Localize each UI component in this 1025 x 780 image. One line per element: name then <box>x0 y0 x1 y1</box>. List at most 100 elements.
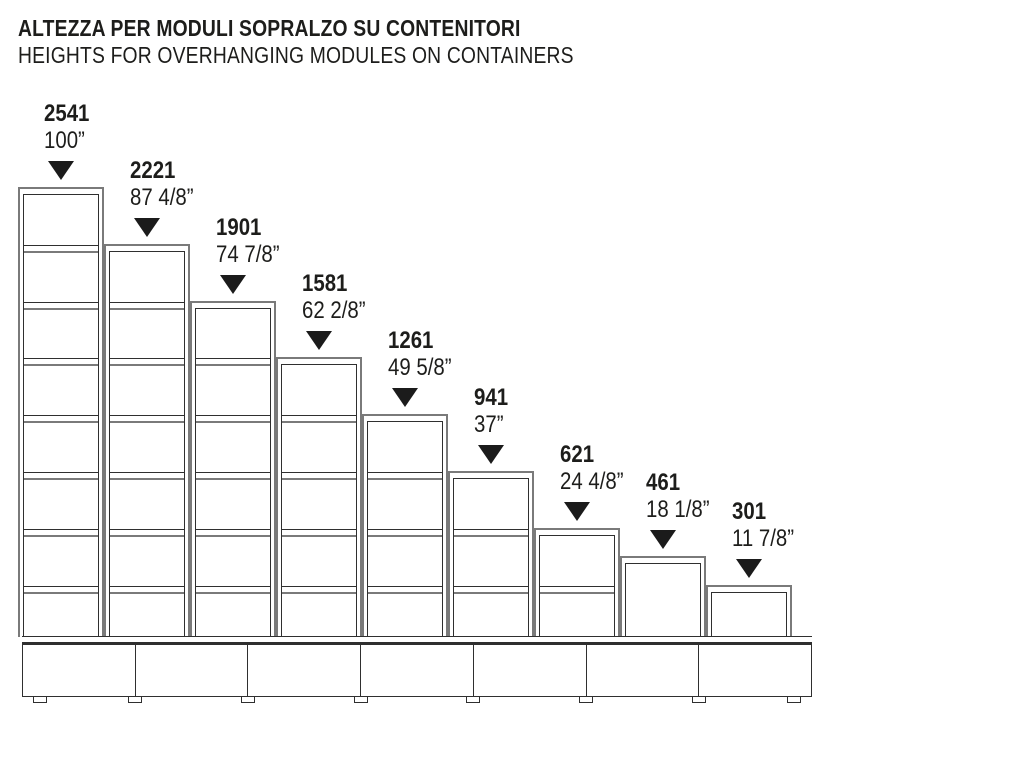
right-post-inner-line <box>356 364 357 637</box>
base-cabinet <box>587 645 700 696</box>
cabinet-foot <box>33 697 47 703</box>
height-label: 461 18 1/8” <box>646 469 721 523</box>
right-post-inner-line <box>442 421 443 637</box>
shelf-line <box>24 415 98 423</box>
cabinet-foot <box>787 697 801 703</box>
down-arrow-icon <box>478 445 504 464</box>
module-column <box>448 471 534 637</box>
base-cabinets-row <box>22 644 812 697</box>
left-post-inner-line <box>367 421 368 637</box>
top-panel-inner-line <box>711 592 787 593</box>
height-mm-value: 941 <box>474 384 509 411</box>
left-post-inner-line <box>539 535 540 637</box>
right-post-inner-line <box>270 308 271 637</box>
top-panel-inner-line <box>195 308 271 309</box>
module-column <box>620 556 706 637</box>
module-column <box>190 301 276 637</box>
shelf-line <box>454 529 528 537</box>
height-inches-value: 11 7/8” <box>732 525 794 552</box>
height-inches-value: 24 4/8” <box>560 468 624 495</box>
down-arrow-icon <box>306 331 332 350</box>
top-panel-inner-line <box>23 194 99 195</box>
shelf-line <box>24 358 98 366</box>
shelf-line <box>196 415 270 423</box>
shelf-line <box>196 358 270 366</box>
shelf-line <box>454 586 528 594</box>
base-cabinet <box>23 645 136 696</box>
top-panel-inner-line <box>281 364 357 365</box>
height-label: 621 24 4/8” <box>560 441 635 495</box>
shelf-line <box>282 472 356 480</box>
height-mm-value: 461 <box>646 469 681 496</box>
module-column <box>362 414 448 637</box>
height-mm-value: 1901 <box>216 214 262 241</box>
top-panel-inner-line <box>539 535 615 536</box>
height-label: 2541 100” <box>44 100 97 154</box>
down-arrow-icon <box>736 559 762 578</box>
height-mm-value: 1261 <box>388 327 434 354</box>
base-cabinet <box>474 645 587 696</box>
height-mm-value: 1581 <box>302 270 348 297</box>
base-cabinet <box>699 645 811 696</box>
base-cabinet <box>361 645 474 696</box>
down-arrow-icon <box>392 388 418 407</box>
module-column <box>276 357 362 637</box>
title-english: HEIGHTS FOR OVERHANGING MODULES ON CONTA… <box>18 42 574 68</box>
shelf-line <box>24 586 98 594</box>
base-cabinet <box>136 645 249 696</box>
module-column <box>104 244 190 637</box>
shelf-line <box>196 472 270 480</box>
shelf-line <box>24 245 98 253</box>
base-top-panel <box>22 636 812 644</box>
left-post-inner-line <box>625 563 626 637</box>
shelf-line <box>368 529 442 537</box>
height-label: 941 37” <box>474 384 514 438</box>
module-column <box>18 187 104 637</box>
shelf-line <box>110 415 184 423</box>
shelf-line <box>24 529 98 537</box>
shelf-line <box>24 472 98 480</box>
shelf-line <box>196 529 270 537</box>
down-arrow-icon <box>564 502 590 521</box>
height-label: 1901 74 7/8” <box>216 214 291 268</box>
cabinet-foot <box>241 697 255 703</box>
page-title: ALTEZZA PER MODULI SOPRALZO SU CONTENITO… <box>18 15 680 69</box>
top-panel-inner-line <box>625 563 701 564</box>
down-arrow-icon <box>650 530 676 549</box>
height-label: 2221 87 4/8” <box>130 157 205 211</box>
cabinet-foot <box>128 697 142 703</box>
shelf-line <box>110 586 184 594</box>
cabinet-foot <box>466 697 480 703</box>
left-post-inner-line <box>711 592 712 637</box>
right-post-inner-line <box>98 194 99 637</box>
height-mm-value: 2541 <box>44 100 90 127</box>
shelf-line <box>196 586 270 594</box>
height-inches-value: 49 5/8” <box>388 354 452 381</box>
height-inches-value: 18 1/8” <box>646 496 710 523</box>
shelf-line <box>110 529 184 537</box>
height-inches-value: 74 7/8” <box>216 241 280 268</box>
height-inches-value: 87 4/8” <box>130 184 194 211</box>
module-column <box>706 585 792 637</box>
right-post-inner-line <box>786 592 787 637</box>
down-arrow-icon <box>48 161 74 180</box>
shelf-line <box>110 358 184 366</box>
shelf-line <box>282 415 356 423</box>
down-arrow-icon <box>220 275 246 294</box>
cabinet-foot <box>354 697 368 703</box>
height-inches-value: 100” <box>44 127 85 154</box>
height-inches-value: 62 2/8” <box>302 297 366 324</box>
left-post-inner-line <box>453 478 454 637</box>
left-post-inner-line <box>195 308 196 637</box>
right-post-inner-line <box>184 251 185 637</box>
shelf-line <box>24 302 98 310</box>
height-inches-value: 37” <box>474 411 504 438</box>
height-mm-value: 2221 <box>130 157 176 184</box>
shelf-line <box>110 472 184 480</box>
shelf-line <box>368 472 442 480</box>
down-arrow-icon <box>134 218 160 237</box>
shelf-line <box>282 529 356 537</box>
base-cabinet <box>248 645 362 696</box>
height-mm-value: 301 <box>732 498 767 525</box>
